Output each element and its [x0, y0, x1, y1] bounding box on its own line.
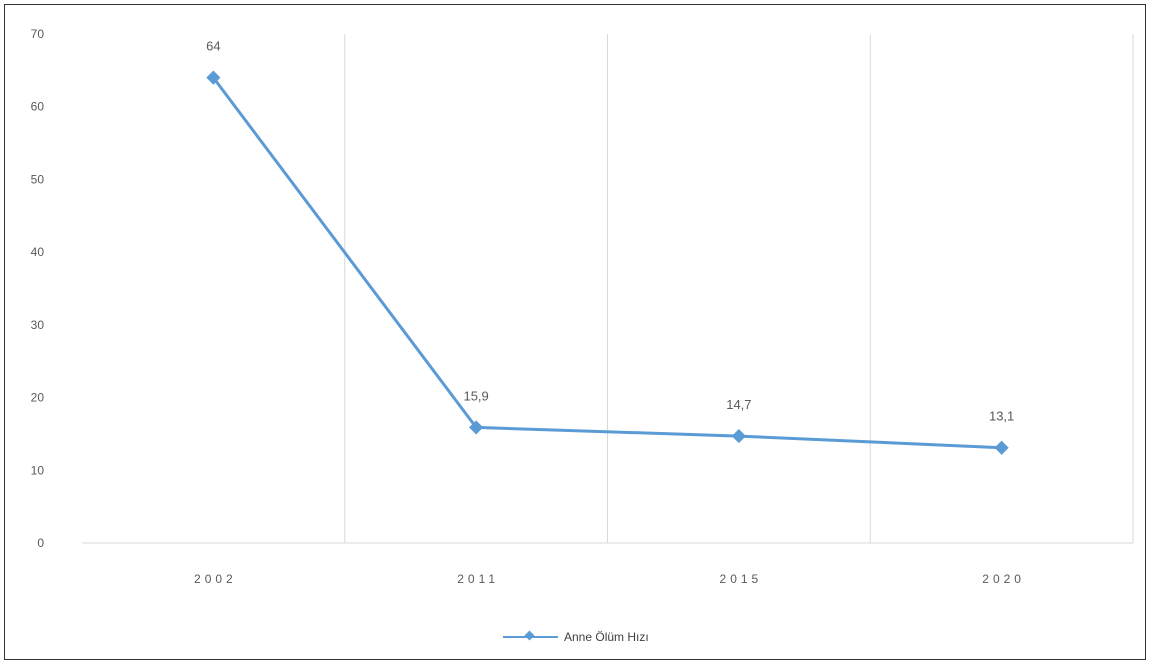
legend-label: Anne Ölüm Hızı — [564, 630, 649, 644]
data-labels: 64 15,9 14,7 13,1 — [206, 39, 1014, 424]
gridlines — [344, 34, 1134, 543]
y-tick-label: 50 — [31, 172, 45, 186]
x-tick-label: 2015 — [720, 572, 763, 586]
data-label: 13,1 — [989, 409, 1014, 424]
data-label: 15,9 — [463, 388, 488, 403]
chart-frame — [4, 4, 1146, 660]
data-point-marker — [994, 440, 1009, 455]
data-label: 14,7 — [726, 397, 751, 412]
y-tick-label: 60 — [31, 100, 45, 114]
legend-marker — [524, 630, 535, 641]
data-label: 64 — [206, 39, 220, 54]
x-tick-label: 2020 — [982, 572, 1025, 586]
x-tick-label: 2002 — [194, 572, 237, 586]
data-point-marker — [469, 420, 484, 435]
y-tick-label: 40 — [31, 245, 45, 259]
y-tick-label: 20 — [31, 391, 45, 405]
x-tick-label: 2011 — [457, 572, 499, 586]
y-axis: 0 10 20 30 40 50 60 70 — [31, 27, 45, 550]
x-axis: 2002 2011 2015 2020 — [82, 542, 1133, 586]
y-tick-label: 10 — [31, 463, 45, 477]
y-tick-label: 30 — [31, 318, 45, 332]
legend: Anne Ölüm Hızı — [503, 630, 649, 644]
data-point-marker — [731, 429, 746, 444]
y-tick-label: 70 — [31, 27, 45, 41]
y-tick-label: 0 — [37, 536, 44, 550]
series-line — [212, 76, 1002, 450]
